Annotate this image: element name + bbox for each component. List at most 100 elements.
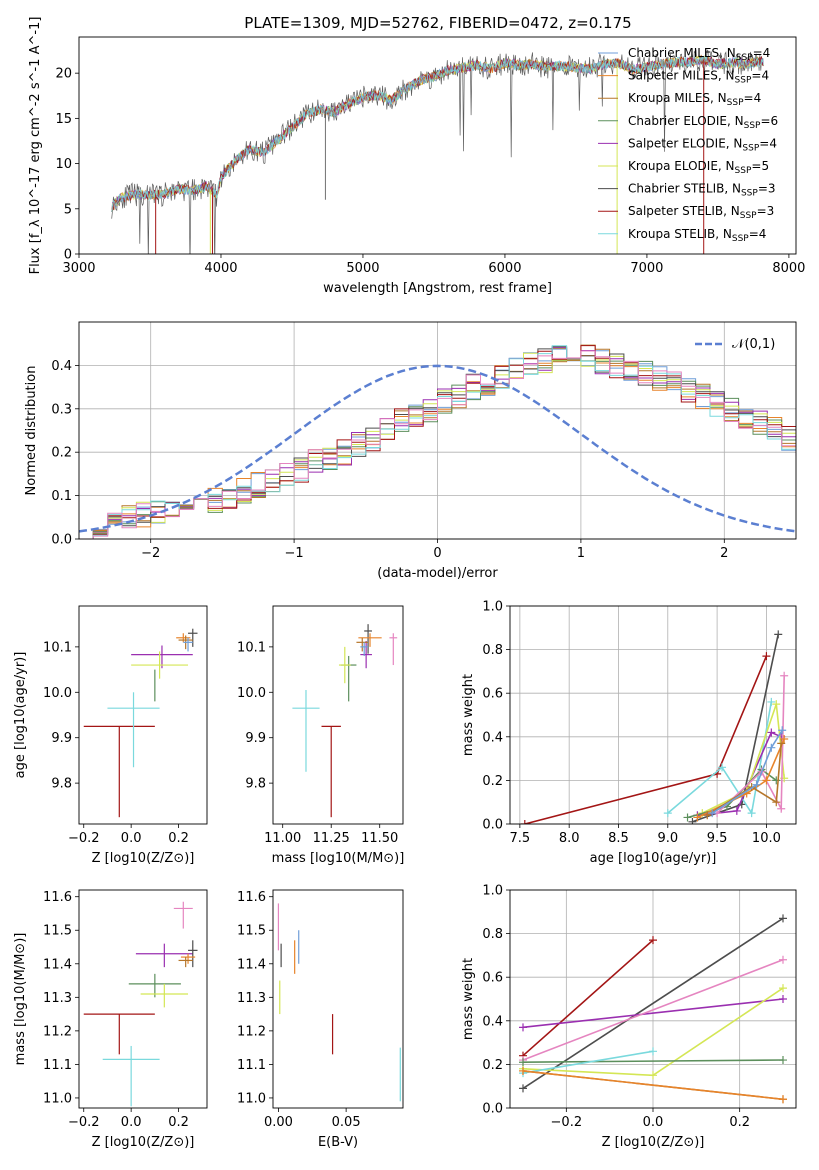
plot-frame bbox=[509, 889, 797, 1109]
massweight-point bbox=[649, 1047, 657, 1056]
plot-frame bbox=[78, 605, 208, 825]
y-tick-label: 9.9 bbox=[51, 731, 72, 746]
massweight-point bbox=[779, 914, 787, 923]
massweight-point bbox=[777, 739, 786, 748]
histogram-series bbox=[79, 345, 796, 539]
y-tick-label: 0.0 bbox=[51, 533, 72, 548]
x-tick-label: 11.50 bbox=[361, 831, 398, 846]
massweight-point bbox=[703, 811, 712, 820]
x-axis-label: E(B-V) bbox=[318, 1135, 358, 1150]
legend-label: Salpeter MILES, NSSP=4 bbox=[628, 69, 769, 86]
y-tick-label: 9.8 bbox=[245, 777, 266, 792]
plot-area bbox=[292, 624, 398, 818]
y-tick-label: 0.4 bbox=[482, 1014, 503, 1029]
y-tick-label: 10 bbox=[55, 157, 72, 172]
x-tick-label: −0.2 bbox=[68, 1115, 100, 1130]
massweight-series-line bbox=[522, 1050, 654, 1074]
plot-area bbox=[111, 49, 764, 254]
x-tick-label: 1 bbox=[577, 546, 585, 561]
massweight-point bbox=[779, 1095, 787, 1104]
y-tick-label: 11.0 bbox=[43, 1091, 72, 1106]
massweight-series-line bbox=[522, 959, 784, 1061]
mass-vs-metallicity-chart: −0.2 0.0 0.2 11.0 11.1 11.2 11.3 11.4 11.5 11.6 Z … bbox=[13, 889, 208, 1150]
massweight-point bbox=[778, 726, 787, 735]
y-tick-label: 11.4 bbox=[43, 957, 72, 972]
massweight-series-line bbox=[522, 998, 784, 1029]
y-tick-label: 0 bbox=[64, 248, 72, 263]
y-tick-label: 10.0 bbox=[43, 686, 72, 701]
massweight-point bbox=[732, 806, 741, 815]
gaussian-curve bbox=[79, 364, 796, 533]
x-axis-label: age [log10(age/yr)] bbox=[590, 851, 717, 866]
y-tick-label: 10.1 bbox=[43, 640, 72, 655]
spectrum-model-line bbox=[111, 55, 764, 212]
plot-frame bbox=[509, 605, 797, 825]
massweight-point bbox=[688, 817, 697, 824]
massweight-point bbox=[683, 813, 692, 822]
x-tick-label: 7.5 bbox=[510, 831, 531, 846]
massweight-series-line bbox=[522, 917, 784, 1090]
age-vs-metallicity-chart: −0.2 0.0 0.2 9.8 9.9 10.0 10.1 Z [log10(Z/Z⊙)] a… bbox=[13, 605, 208, 866]
y-tick-label: 11.2 bbox=[237, 1024, 266, 1039]
y-axis-label: Flux [f_λ 10^-17 erg cm^-2 s^-1 A^-1] bbox=[28, 17, 43, 275]
figure-title: PLATE=1309, MJD=52762, FIBERID=0472, z=0… bbox=[244, 14, 631, 32]
x-tick-label: 0.2 bbox=[168, 1115, 189, 1130]
mass-vs-ebv-chart: 0.00 0.05 11.0 11.1 11.2 11.3 11.4 11.5 11.6 E(B-… bbox=[237, 889, 404, 1150]
x-tick-label: −0.2 bbox=[551, 1115, 583, 1130]
massweight-point bbox=[780, 671, 789, 680]
massweight-point bbox=[777, 804, 786, 813]
y-tick-label: 11.5 bbox=[237, 924, 266, 939]
y-tick-label: 0.2 bbox=[51, 446, 72, 461]
massweight-point bbox=[780, 734, 789, 743]
legend-label: Kroupa STELIB, NSSP=4 bbox=[628, 227, 766, 244]
legend-label: Salpeter ELODIE, NSSP=4 bbox=[628, 136, 777, 153]
massweight-point bbox=[779, 955, 787, 964]
massweight-point bbox=[779, 995, 787, 1003]
x-tick-label: 11.00 bbox=[264, 831, 301, 846]
x-axis-label: Z [log10(Z/Z⊙)] bbox=[602, 1135, 705, 1150]
plot-area bbox=[520, 630, 789, 824]
massweight-vs-metallicity-chart: −0.2 0.0 0.2 0.0 0.2 0.4 0.6 0.8 1.0 Z [log10(Z/Z… bbox=[461, 884, 797, 1150]
x-tick-label: 9.5 bbox=[707, 831, 728, 846]
plot-area bbox=[79, 344, 796, 539]
massweight-point bbox=[649, 936, 657, 945]
x-tick-label: −2 bbox=[141, 546, 160, 561]
y-tick-label: 11.1 bbox=[237, 1058, 266, 1073]
y-tick-label: 1.0 bbox=[482, 600, 503, 615]
legend-label: Salpeter STELIB, NSSP=3 bbox=[628, 204, 774, 221]
y-tick-label: 11.4 bbox=[237, 957, 266, 972]
massweight-vs-age-chart: 7.5 8.0 8.5 9.0 9.5 10.0 0.0 0.2 0.4 0.6 0.8 1.0 age… bbox=[461, 600, 797, 866]
plot-area bbox=[519, 914, 787, 1104]
x-tick-label: 3000 bbox=[62, 261, 95, 276]
y-tick-label: 11.3 bbox=[43, 991, 72, 1006]
x-tick-label: 8.5 bbox=[608, 831, 629, 846]
y-tick-label: 0.0 bbox=[482, 818, 503, 833]
x-axis-label: wavelength [Angstrom, rest frame] bbox=[323, 281, 552, 296]
massweight-point bbox=[649, 1071, 657, 1080]
massweight-point bbox=[693, 813, 702, 822]
plot-area bbox=[83, 901, 198, 1107]
y-tick-label: 11.2 bbox=[43, 1024, 72, 1039]
legend-label: Chabrier STELIB, NSSP=3 bbox=[628, 182, 776, 199]
massweight-point bbox=[779, 1056, 787, 1065]
y-tick-label: 0.2 bbox=[482, 1058, 503, 1073]
x-tick-label: 0.2 bbox=[729, 1115, 750, 1130]
y-axis-label: mass weight bbox=[461, 958, 476, 1040]
x-axis-label: (data-model)/error bbox=[377, 566, 498, 581]
x-tick-label: 5000 bbox=[346, 261, 379, 276]
massweight-series-line bbox=[711, 729, 783, 814]
x-tick-label: 4000 bbox=[204, 261, 237, 276]
histogram-series bbox=[79, 355, 796, 539]
plot-frame bbox=[78, 321, 797, 540]
massweight-point bbox=[519, 1084, 527, 1093]
legend-label: 𝒩(0,1) bbox=[732, 337, 775, 352]
y-tick-label: 5 bbox=[64, 202, 72, 217]
legend-label: Chabrier MILES, NSSP=4 bbox=[628, 46, 770, 63]
y-tick-label: 9.9 bbox=[245, 731, 266, 746]
x-tick-label: −0.2 bbox=[68, 831, 100, 846]
massweight-point bbox=[774, 630, 783, 639]
massweight-point bbox=[519, 1058, 527, 1067]
y-tick-label: 0.3 bbox=[51, 402, 72, 417]
histogram-series bbox=[79, 352, 796, 539]
